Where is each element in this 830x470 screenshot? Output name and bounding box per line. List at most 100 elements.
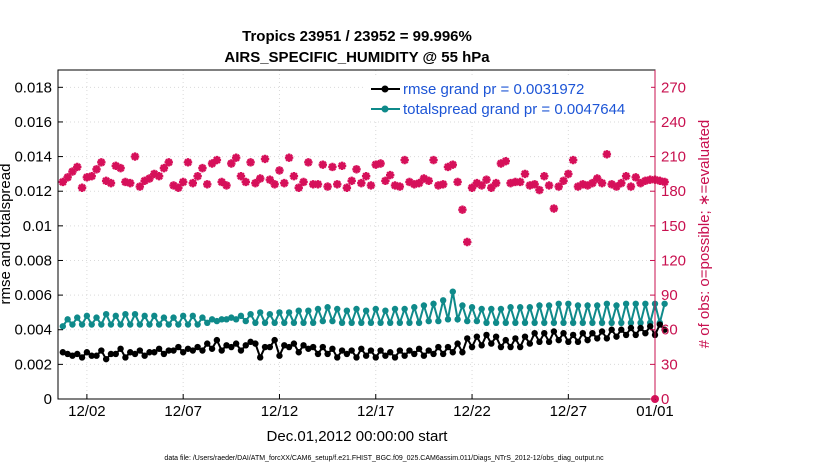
rmse-point: [545, 338, 553, 346]
totalspread-point: [98, 321, 105, 328]
obs-evaluated-marker: [540, 172, 549, 181]
totalspread-point: [531, 319, 538, 327]
right-y-tick-label: 210: [661, 149, 686, 166]
rmse-point: [175, 343, 182, 351]
obs-evaluated-marker: [145, 174, 154, 183]
totalspread-point: [242, 317, 249, 325]
totalspread-point: [83, 312, 91, 320]
totalspread-point: [309, 319, 317, 327]
obs-evaluated-marker: [607, 180, 616, 189]
right-y-tick-label: 0: [661, 391, 669, 408]
right-y-tick-label: 60: [661, 322, 678, 339]
totalspread-point: [637, 319, 644, 327]
obs-evaluated-marker: [333, 180, 342, 189]
rmse-point: [295, 349, 302, 356]
rmse-point: [642, 330, 649, 337]
right-y-tick-label: 90: [661, 287, 678, 304]
obs-evaluated-marker: [313, 180, 323, 189]
totalspread-point: [329, 317, 336, 325]
obs-evaluated-marker: [573, 182, 583, 191]
obs-evaluated-marker: [559, 176, 568, 186]
totalspread-point: [155, 321, 163, 328]
rmse-point: [362, 352, 370, 359]
tick-marks: [58, 70, 656, 400]
obs-evaluated-marker: [256, 174, 265, 183]
obs-evaluated-marker: [275, 166, 284, 175]
right-y-tick-label: 30: [661, 356, 678, 373]
rmse-point: [88, 352, 95, 359]
obs-evaluated-marker: [183, 158, 193, 167]
totalspread-point: [613, 302, 620, 309]
rmse-point: [579, 330, 586, 337]
obs-evaluated-marker: [617, 178, 626, 188]
totalspread-point: [478, 305, 485, 313]
rmse-point: [334, 354, 341, 361]
obs-evaluated-series: [58, 150, 669, 247]
totalspread-point: [314, 305, 322, 313]
right-y-tick-label: 240: [661, 114, 686, 131]
totalspread-point: [584, 302, 591, 309]
totalspread-point: [598, 319, 606, 327]
totalspread-point: [59, 323, 67, 330]
rmse-point: [242, 342, 249, 349]
rmse-point: [353, 354, 360, 361]
rmse-point: [358, 345, 365, 352]
obs-evaluated-marker: [289, 172, 299, 181]
totalspread-point: [468, 304, 476, 311]
totalspread-point: [93, 314, 100, 321]
legend-box: [366, 76, 651, 120]
chart-subtitle: AIRS_SPECIFIC_HUMIDITY @ 55 hPa: [224, 49, 490, 66]
rmse-point: [584, 336, 591, 344]
obs-evaluated-marker: [602, 150, 612, 159]
obs-evaluated-marker: [429, 155, 438, 165]
totalspread-point: [536, 302, 543, 309]
rmse-point: [608, 326, 615, 333]
rmse-point: [146, 349, 153, 356]
rmse-point: [252, 340, 259, 347]
obs-evaluated-marker: [212, 155, 222, 165]
legend-rmse-label: rmse grand pr = 0.0031972: [403, 81, 584, 98]
rmse-point: [261, 343, 269, 351]
obs-evaluated-marker: [410, 180, 419, 189]
obs-evaluated-marker: [135, 182, 145, 191]
rmse-point: [512, 335, 519, 342]
y-tick-labels: 0 0.002 0.004 0.006 0.008 0.01 0.012 0.014 0.016…: [14, 79, 52, 408]
rmse-point: [117, 345, 124, 352]
legend-spread-label: totalspread grand pr = 0.0047644: [403, 101, 625, 118]
rmse-point: [64, 350, 71, 358]
rmse-point: [420, 352, 428, 359]
obs-evaluated-marker: [593, 174, 602, 183]
rmse-point: [492, 333, 500, 340]
rmse-point: [228, 343, 235, 351]
rmse-point: [603, 335, 611, 342]
rmse-point: [464, 335, 471, 342]
obs-evaluated-marker: [231, 153, 241, 162]
obs-evaluated-marker: [82, 173, 92, 182]
totalspread-point: [362, 307, 370, 314]
totalspread-point: [348, 319, 355, 327]
x-tick-label: 01/01: [636, 403, 674, 420]
totalspread-point: [608, 319, 615, 327]
totalspread-point: [117, 321, 124, 328]
rmse-point: [425, 347, 432, 354]
rmse-point: [372, 354, 379, 361]
rmse-point: [536, 338, 543, 346]
x-tick-labels: 12/02 12/07 12/12 12/17 12/22 12/27 01/01: [68, 403, 674, 420]
x-axis-label: Dec.01,2012 00:00:00 start: [267, 428, 449, 445]
obs-evaluated-marker: [236, 172, 246, 181]
rmse-point: [637, 324, 644, 332]
totalspread-point: [175, 321, 182, 328]
obs-evaluated-marker: [178, 177, 188, 187]
obs-evaluated-marker: [337, 161, 347, 171]
rmse-point: [656, 321, 664, 328]
obs-evaluated-marker: [111, 161, 120, 171]
obs-evaluated-marker: [525, 181, 535, 190]
rmse-point: [589, 330, 596, 337]
totalspread-point: [594, 302, 601, 309]
legend-spread-marker: [381, 105, 389, 113]
x-tick-label: 12/07: [164, 403, 202, 420]
obs-evaluated-marker: [130, 152, 140, 161]
obs-evaluated-marker: [463, 237, 472, 247]
obs-evaluated-marker: [520, 169, 530, 179]
obs-evaluated-marker: [58, 177, 68, 187]
